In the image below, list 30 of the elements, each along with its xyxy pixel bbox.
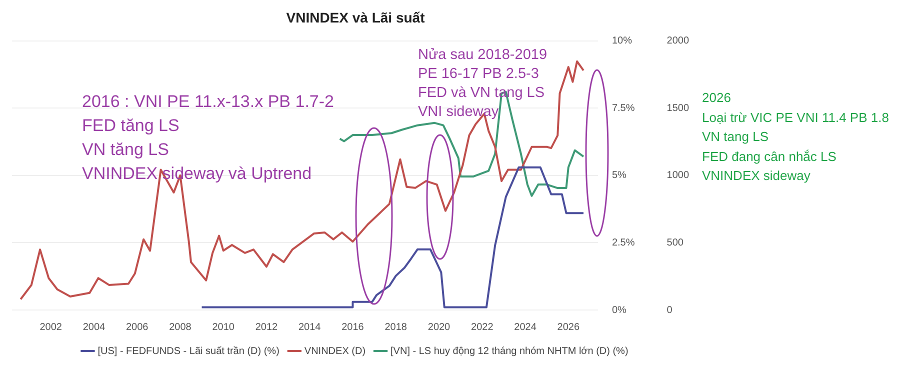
y-tick-label: 5%: [612, 170, 627, 182]
text: 2026 Loại trừ VIC PE VNI 11.4 PB 1.8 VN tang LS FED đang cân nhắc LS VNINDEX sideway: [702, 89, 889, 185]
annotation: Nửa sau 2018-2019 PE 16-17 PB 2.5-3 FED và VN tang LS VNI sideway: [418, 46, 548, 122]
x-tick-label: 2020: [428, 322, 451, 333]
y2-tick-label: 0: [666, 304, 673, 316]
x-tick-label: 2010: [212, 322, 235, 333]
y2-tick-label: 2000: [666, 36, 690, 47]
y-tick-label: 2.5%: [612, 237, 635, 248]
x-tick-label: 2002: [40, 322, 62, 333]
x-tick-label: 2016: [342, 322, 364, 333]
x-tick-label: 2008: [169, 322, 192, 333]
y2-tick-label: 500: [666, 237, 684, 248]
x-tick-label: 2004: [82, 322, 106, 333]
x-tick-label: 2022: [471, 322, 494, 333]
y2-tick-label: 1500: [666, 102, 690, 114]
x-tick-label: 2024: [514, 322, 537, 333]
y-tick-label: 7.5%: [612, 102, 635, 114]
x-tick-label: 2026: [557, 322, 580, 333]
legend-label: [VN] - LS huy động 12 tháng nhóm NHTM lớn (D) (%): [390, 346, 628, 357]
x-tick-label: 2012: [255, 322, 278, 333]
y2-tick-label: 1000: [666, 170, 690, 182]
x-tick-label: 2006: [126, 322, 149, 333]
y-tick-label: 0%: [612, 304, 627, 316]
chart-title: VNINDEX và Lãi suất: [286, 9, 426, 26]
x-tick-label: 2018: [384, 322, 408, 333]
legend-label: VNINDEX (D): [304, 346, 366, 357]
annotation: 2016 : VNI PE 11.x-13.x PB 1.7-2 FED tăng LS VN tăng LS VNINDEX sideway và Uptrend: [82, 91, 334, 185]
y-tick-label: 10%: [612, 36, 632, 47]
legend-label: [US] - FEDFUNDS - Lãi suất trần (D) (%): [98, 346, 280, 357]
x-tick-label: 2014: [298, 322, 322, 333]
